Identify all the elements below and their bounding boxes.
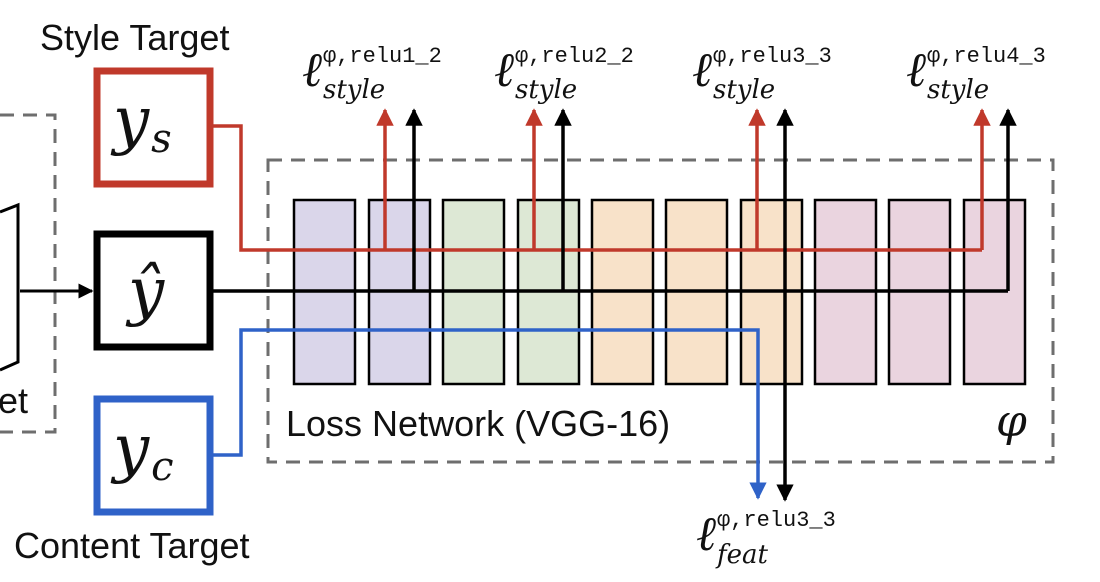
svg-text:style: style [323, 75, 385, 105]
style-loss-relu3-3: ℓ φ,relu3_3 style [692, 42, 832, 105]
content-target-label: Content Target [14, 525, 250, 566]
y-hat-label: ŷ [125, 255, 165, 329]
loss-network-dashed-box [266, 158, 1055, 464]
transform-net-partial-label: et [0, 380, 28, 421]
svg-text:style: style [515, 75, 577, 105]
transform-net-shape [0, 202, 20, 372]
style-loss-relu4-3: ℓ φ,relu4_3 style [906, 42, 1046, 105]
style-target-label: Style Target [40, 17, 229, 58]
svg-text:feat: feat [715, 540, 769, 570]
output-image-box [93, 230, 214, 351]
style-path [212, 108, 991, 252]
feature-loss-relu3-3: ℓ φ,relu3_3 feat [696, 506, 836, 570]
output-path [20, 108, 1017, 502]
y-s-label: ys [110, 84, 172, 162]
svg-text:φ,relu4_3: φ,relu4_3 [927, 44, 1046, 69]
svg-text:ℓ: ℓ [302, 42, 322, 98]
content-target-box [93, 395, 214, 516]
svg-text:φ,relu1_2: φ,relu1_2 [323, 44, 442, 69]
svg-text:ℓ: ℓ [906, 42, 926, 98]
loss-network-label: Loss Network (VGG-16) [286, 403, 670, 444]
svg-text:φ,relu2_2: φ,relu2_2 [515, 44, 634, 69]
style-loss-relu2-2: ℓ φ,relu2_2 style [494, 42, 634, 105]
y-c-label: yc [110, 412, 174, 490]
style-target-box [93, 67, 214, 188]
svg-text:φ,relu3_3: φ,relu3_3 [713, 44, 832, 69]
content-path [212, 328, 767, 500]
style-loss-relu1-2: ℓ φ,relu1_2 style [302, 42, 442, 105]
svg-text:ℓ: ℓ [692, 42, 712, 98]
svg-text:style: style [713, 75, 775, 105]
svg-text:ℓ: ℓ [494, 42, 514, 98]
svg-text:φ,relu3_3: φ,relu3_3 [717, 508, 836, 533]
transform-net-dashed-box [0, 113, 57, 434]
svg-text:ℓ: ℓ [696, 506, 716, 562]
phi-label: φ [996, 396, 1027, 447]
svg-text:style: style [927, 75, 989, 105]
